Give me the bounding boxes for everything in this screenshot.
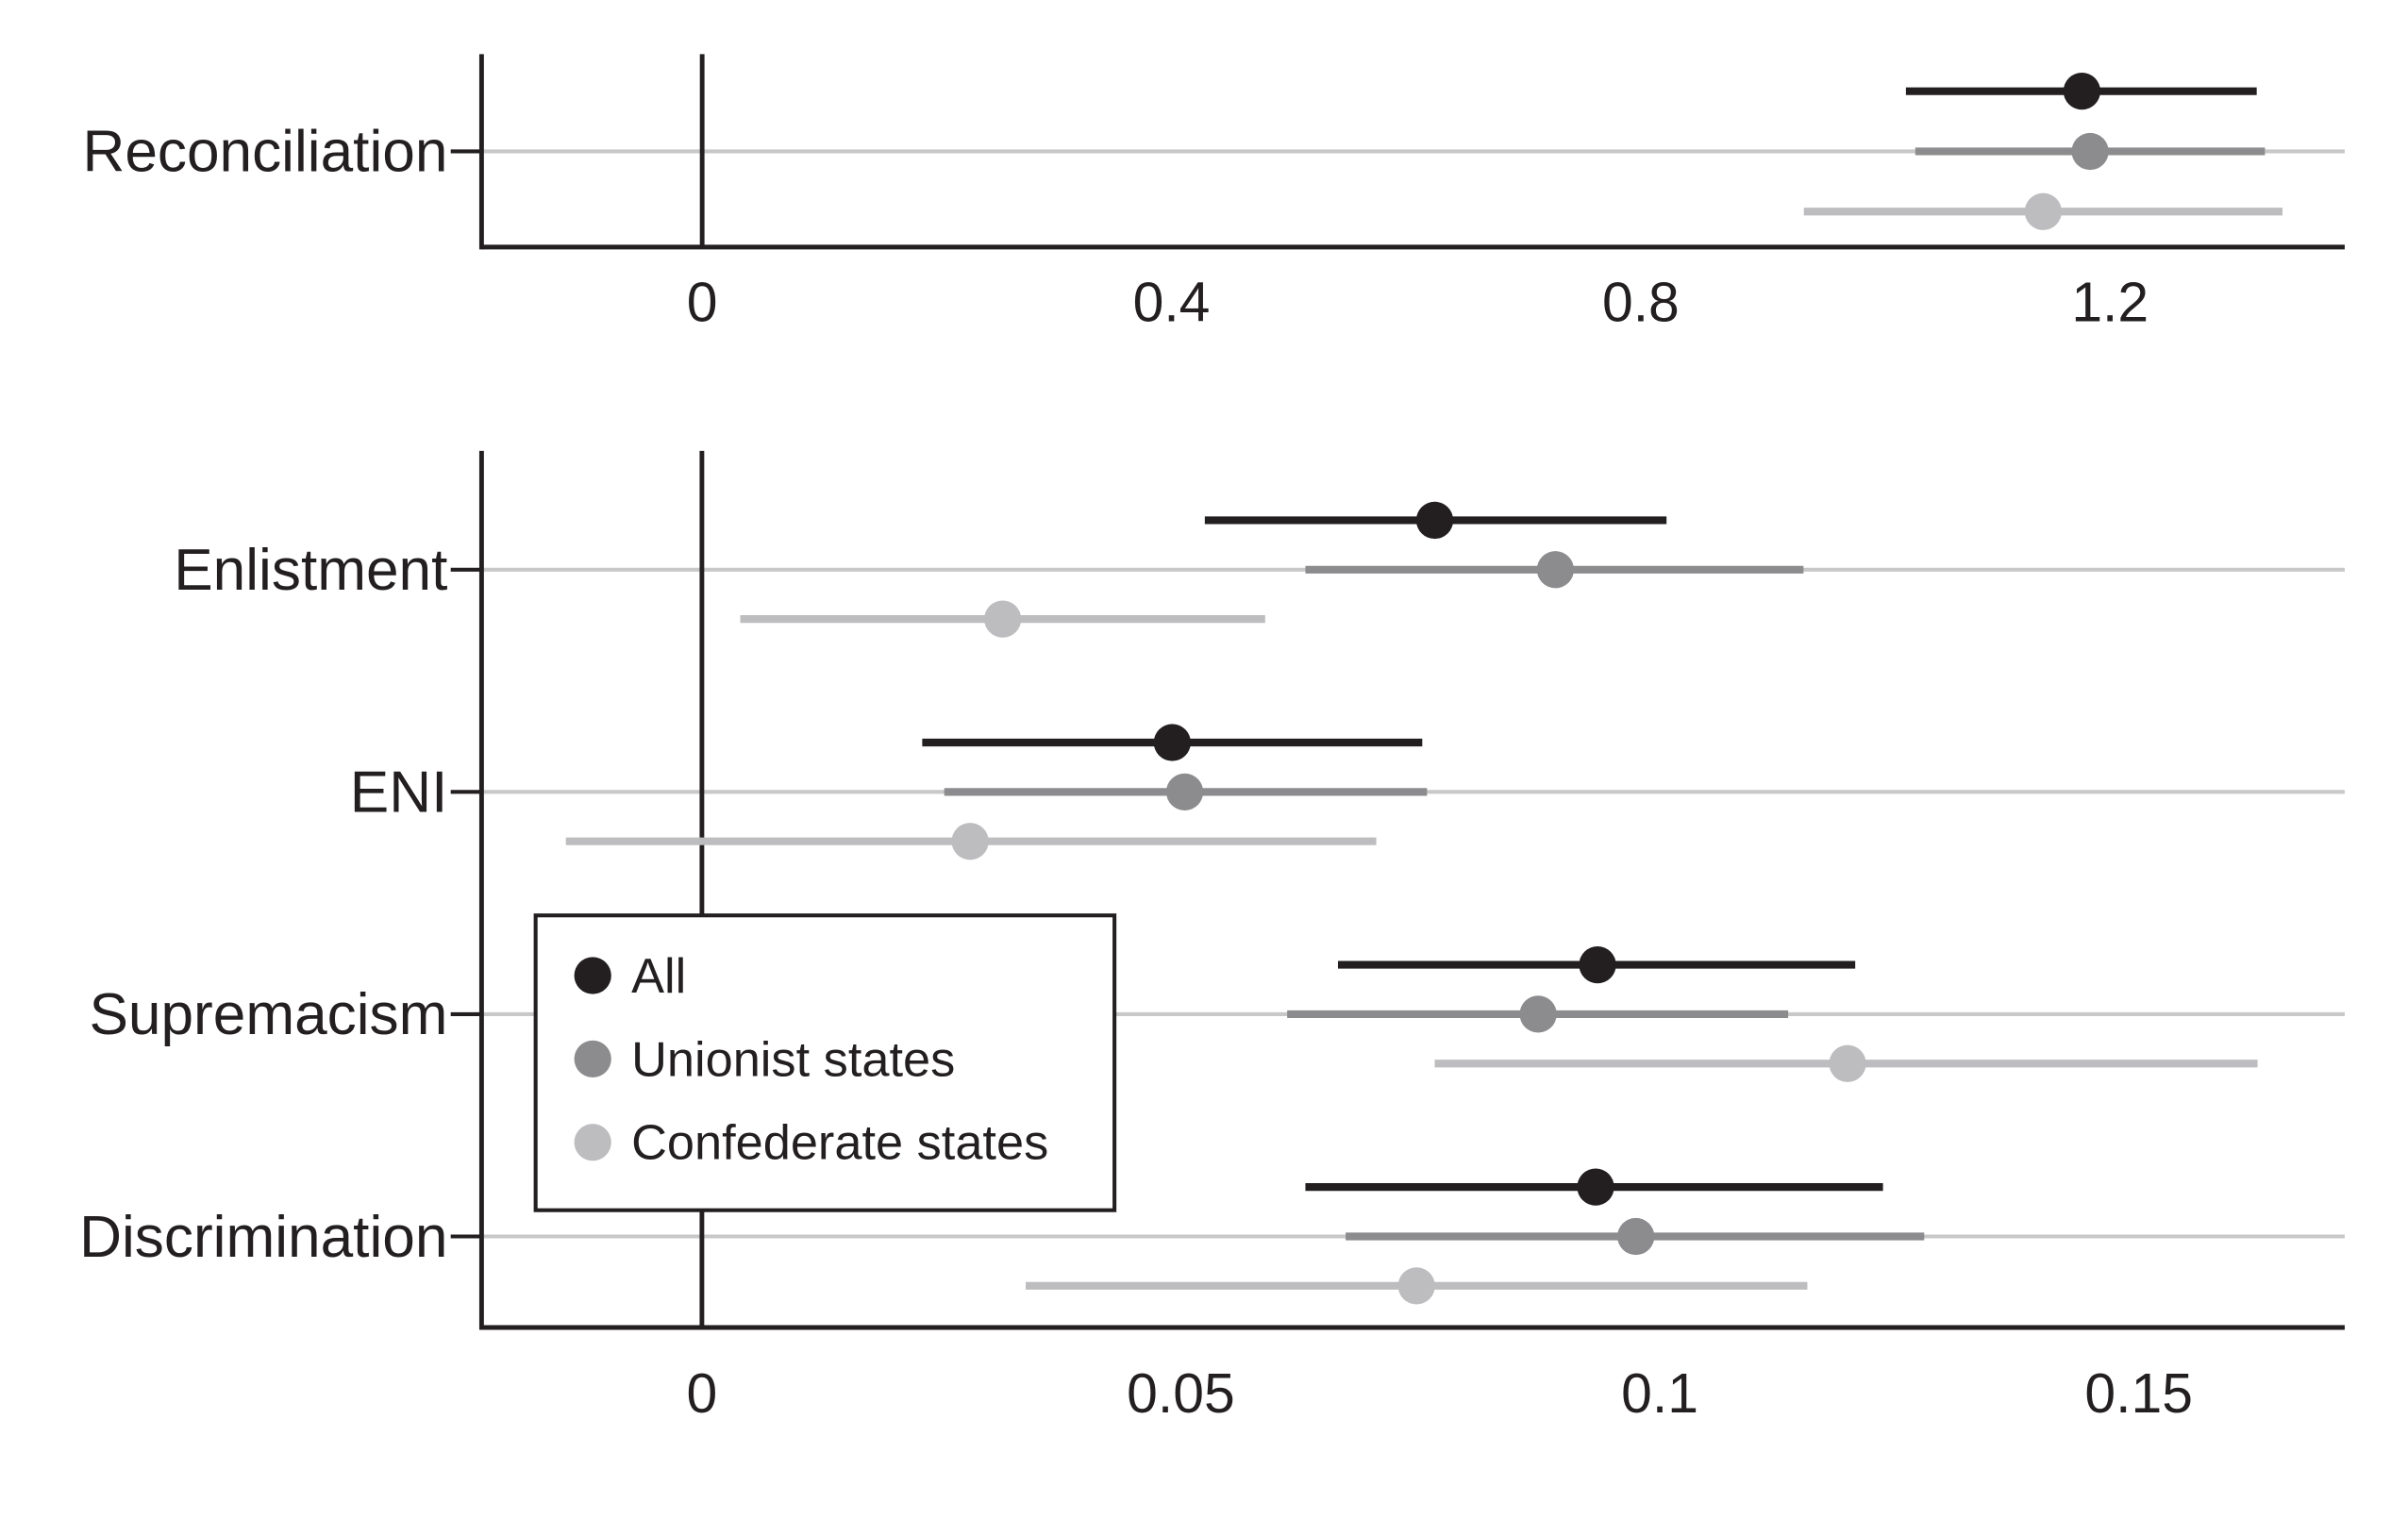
point-estimate: [1579, 945, 1616, 984]
point-estimate: [1617, 1217, 1655, 1256]
category-label: ENI: [350, 760, 448, 826]
legend-box: [533, 913, 1117, 1212]
category-label: Enlistment: [174, 538, 447, 603]
legend-marker-unionist: [574, 1040, 611, 1077]
category-label: Reconciliation: [82, 120, 447, 185]
point-estimate: [1577, 1168, 1614, 1206]
point-estimate: [951, 823, 989, 860]
x-tick-label: 0.8: [1602, 272, 1680, 333]
point-estimate: [1829, 1044, 1866, 1082]
point-estimate: [1165, 773, 1204, 810]
point-estimate: [2024, 192, 2063, 230]
legend-label-all: All: [631, 949, 686, 1004]
point-estimate: [1519, 995, 1557, 1033]
legend-marker-confederate: [574, 1124, 611, 1161]
x-tick-label: 0.15: [2084, 1363, 2193, 1425]
x-tick-label: 1.2: [2071, 272, 2149, 333]
x-tick-label: 0.1: [1621, 1363, 1698, 1425]
point-estimate: [1415, 501, 1454, 540]
point-estimate: [2071, 132, 2109, 171]
x-tick-label: 0.05: [1127, 1363, 1235, 1425]
legend: All Unionist states Confederate states: [533, 913, 1117, 1212]
point-estimate: [1153, 724, 1191, 761]
x-tick-label: 0: [687, 272, 718, 333]
category-label: Supremacism: [89, 982, 447, 1047]
x-tick-label: 0: [687, 1363, 718, 1425]
legend-marker-all: [574, 957, 611, 994]
x-tick-label: 0.4: [1133, 272, 1211, 333]
point-estimate: [2063, 73, 2101, 110]
point-estimate: [1536, 551, 1575, 589]
category-label: Discrimination: [79, 1205, 447, 1270]
point-estimate: [984, 600, 1022, 638]
legend-label-confederate: Confederate states: [631, 1116, 1048, 1171]
legend-label-unionist: Unionist states: [631, 1032, 955, 1087]
point-estimate: [1397, 1267, 1435, 1305]
